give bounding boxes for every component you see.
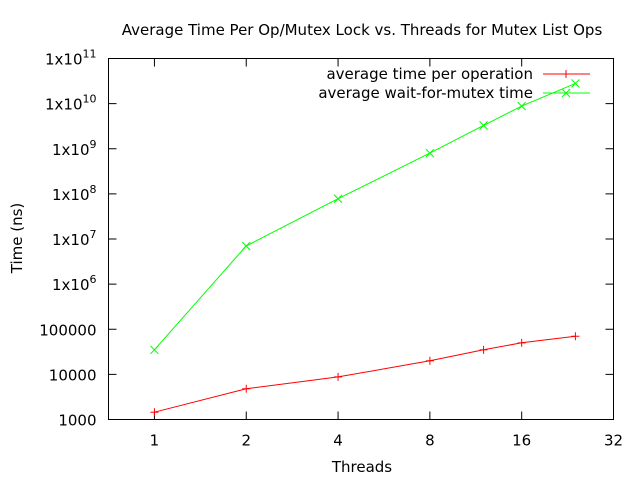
x-tick-label: 1 — [150, 432, 160, 450]
y-tick-label: 1x106 — [52, 273, 97, 294]
series-line — [154, 82, 576, 351]
legend-label: average time per operation — [326, 65, 533, 83]
series-1 — [150, 332, 580, 417]
data-point — [241, 241, 251, 251]
chart-title: Average Time Per Op/Mutex Lock vs. Threa… — [122, 21, 603, 39]
y-axis-label: Time (ns) — [8, 203, 26, 275]
data-point — [333, 194, 343, 204]
x-tick-label: 8 — [425, 432, 435, 450]
axis-ticks: 1 2 4 8 16 32 1000 10000 100000 1x106 1x107 1x108 1x… — [39, 48, 623, 450]
data-point — [517, 101, 527, 111]
series-line — [154, 335, 576, 413]
data-point — [425, 148, 435, 158]
data-point — [479, 120, 488, 130]
y-tick-label: 10000 — [49, 366, 97, 384]
data-point — [150, 345, 159, 355]
plot-frame — [108, 58, 614, 420]
y-tick-label: 1x107 — [52, 228, 97, 249]
data-point — [571, 79, 580, 88]
x-tick-label: 16 — [512, 432, 531, 450]
y-tick-label: 1x1011 — [45, 48, 97, 69]
legend-marker — [561, 88, 571, 98]
x-tick-label: 32 — [604, 432, 623, 450]
y-tick-label: 100000 — [39, 321, 96, 339]
x-tick-label: 4 — [333, 432, 343, 450]
y-tick-label: 1000 — [58, 412, 96, 430]
x-tick-label: 2 — [241, 432, 251, 450]
y-tick-label: 1x108 — [52, 183, 97, 204]
y-tick-label: 1x109 — [52, 138, 97, 159]
x-axis-label: Threads — [331, 458, 392, 476]
series-layer — [150, 79, 580, 417]
legend-label: average wait-for-mutex time — [318, 84, 533, 102]
series-2 — [150, 79, 580, 355]
y-tick-label: 1x1010 — [45, 93, 97, 114]
